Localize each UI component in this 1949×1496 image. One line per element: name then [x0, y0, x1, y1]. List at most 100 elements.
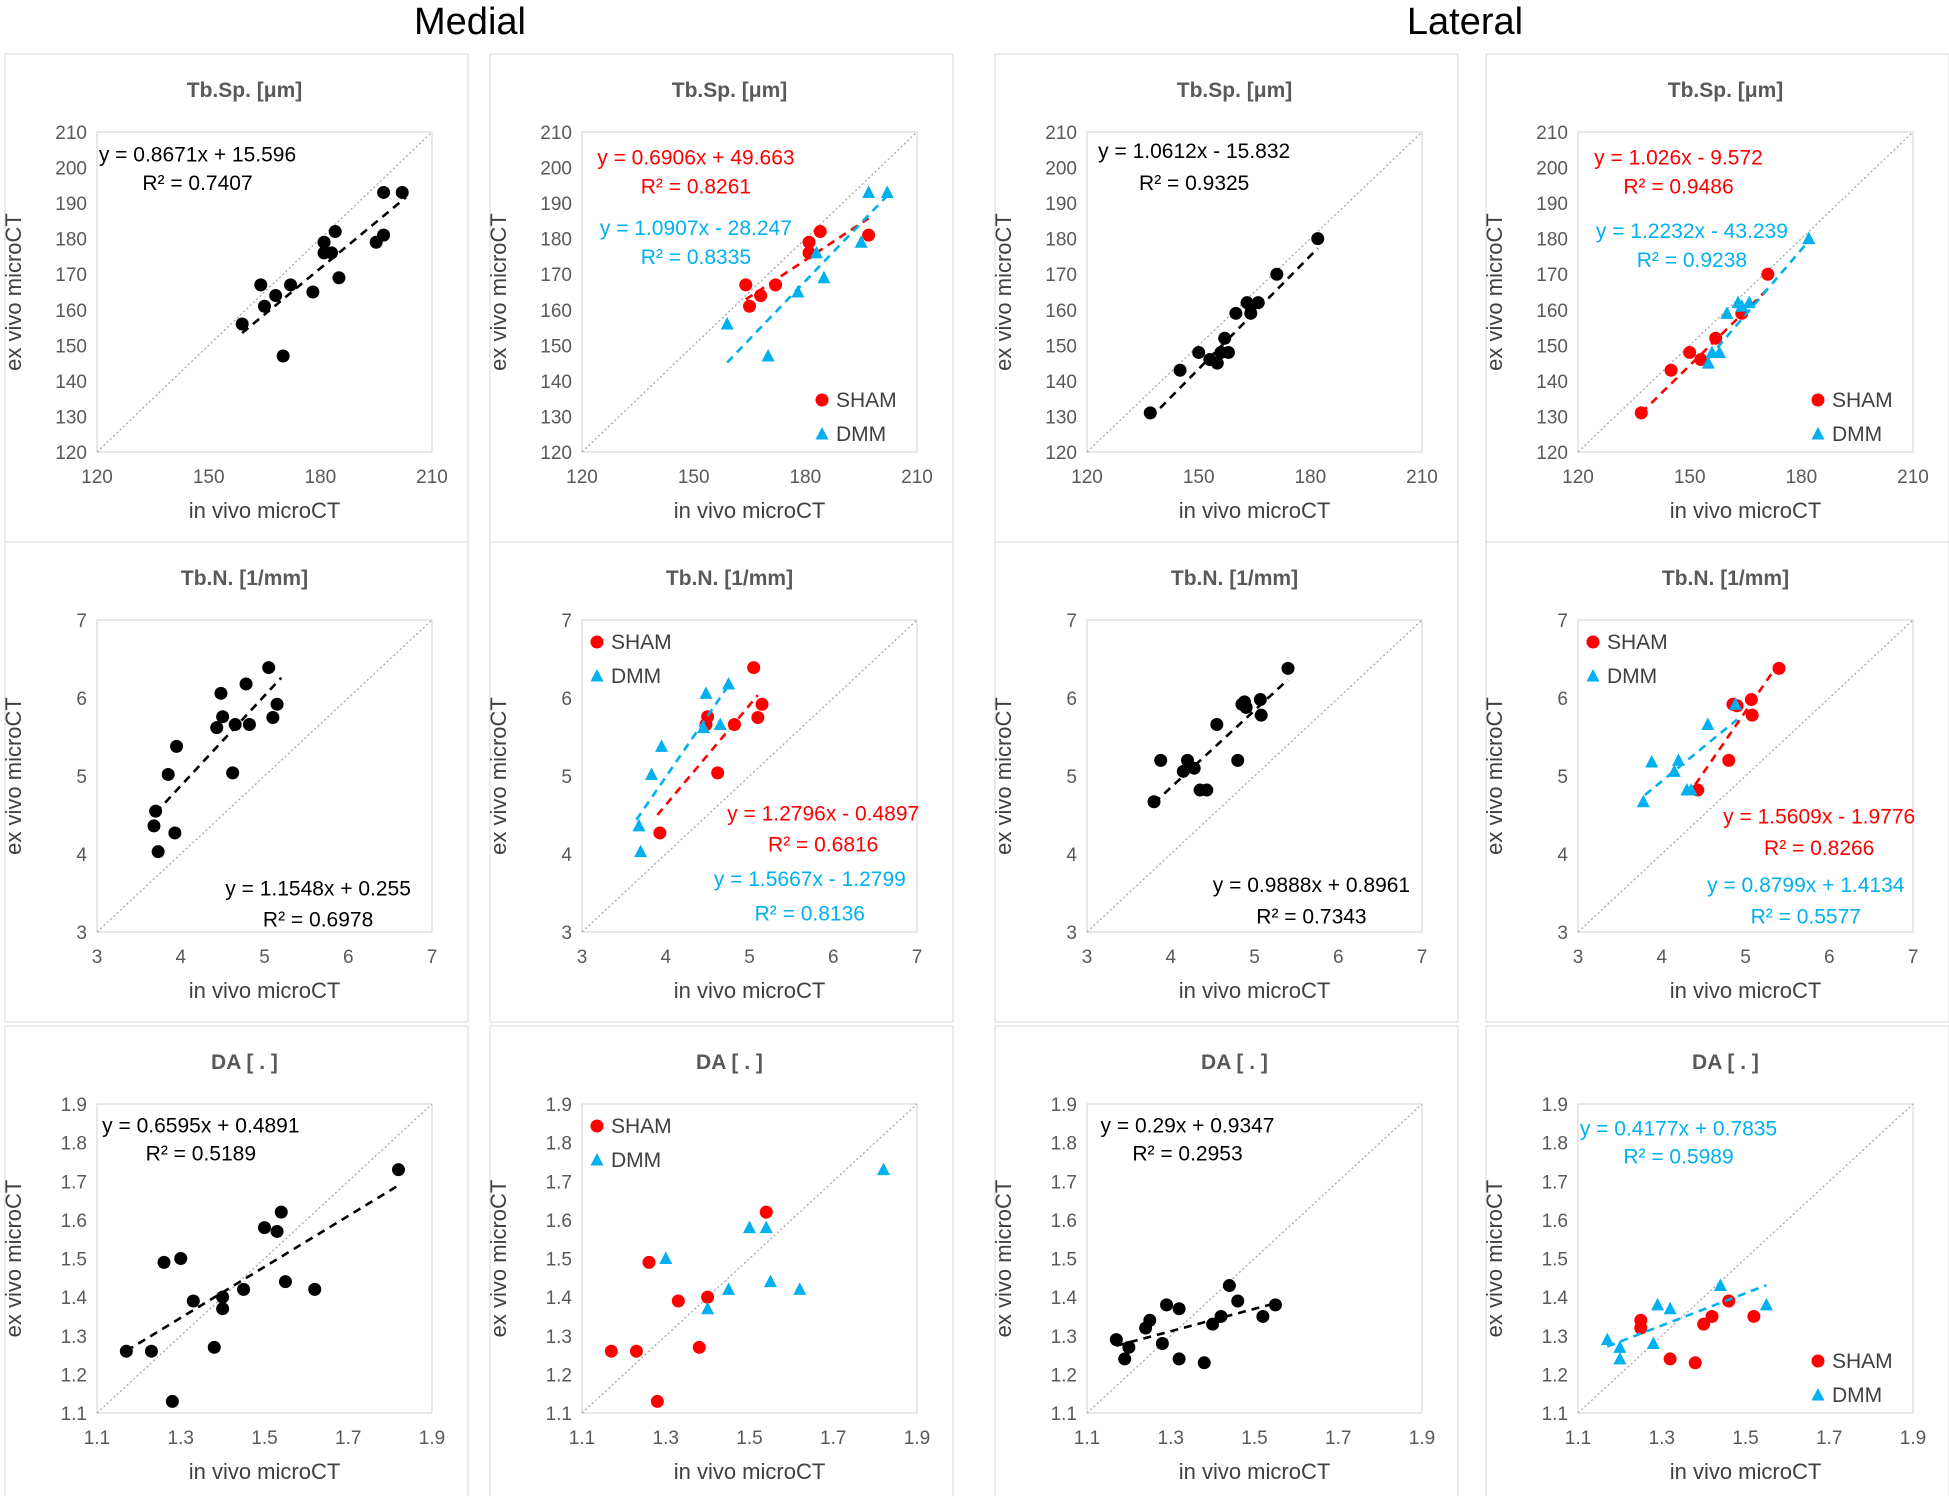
- point-all: [1244, 306, 1258, 320]
- point-all: [1214, 1309, 1228, 1323]
- point-all: [1197, 1356, 1211, 1370]
- equation-label: y = 1.026x - 9.572: [1594, 147, 1763, 170]
- x-tick-label: 1.9: [1900, 1428, 1926, 1449]
- point-all: [377, 185, 391, 199]
- point-dmm: [1712, 345, 1726, 358]
- y-tick-label: 160: [540, 301, 572, 322]
- y-tick-label: 1.3: [1542, 1327, 1568, 1348]
- point-dmm: [701, 1301, 715, 1315]
- y-tick-label: 4: [76, 845, 87, 866]
- y-tick-label: 180: [1536, 230, 1568, 251]
- point-all: [1172, 1352, 1186, 1366]
- x-axis-label: in vivo microCT: [189, 498, 341, 523]
- y-tick-label: 4: [1066, 845, 1077, 866]
- y-axis-label: ex vivo microCT: [991, 213, 1016, 371]
- point-all: [1270, 267, 1284, 281]
- y-tick-label: 200: [1536, 159, 1568, 180]
- y-tick-label: 1.6: [1542, 1211, 1568, 1232]
- x-tick-label: 180: [304, 467, 336, 488]
- y-tick-label: 1.5: [1542, 1250, 1568, 1271]
- point-all: [1210, 356, 1224, 370]
- x-tick-label: 1.1: [569, 1428, 595, 1449]
- x-tick-label: 210: [1406, 467, 1438, 488]
- y-tick-label: 1.2: [1051, 1365, 1077, 1386]
- x-tick-label: 3: [577, 947, 588, 968]
- point-all: [226, 766, 240, 780]
- identity-line: [581, 1103, 918, 1414]
- x-tick-label: 180: [1294, 467, 1326, 488]
- point-sham: [1705, 1309, 1719, 1323]
- x-tick-label: 1.7: [335, 1428, 361, 1449]
- legend-marker: [590, 1119, 604, 1133]
- y-tick-label: 1.7: [61, 1172, 87, 1193]
- point-sham: [1634, 1321, 1648, 1335]
- legend-label: DMM: [1832, 1384, 1882, 1407]
- x-tick-label: 180: [789, 467, 821, 488]
- plot-area: [581, 131, 918, 453]
- equation-label: y = 1.0612x - 15.832: [1098, 140, 1290, 163]
- identity-line: [1086, 1103, 1423, 1414]
- y-tick-label: 200: [540, 159, 572, 180]
- point-sham: [629, 1344, 643, 1358]
- legend-label: DMM: [611, 1149, 661, 1172]
- x-tick-label: 210: [1897, 467, 1929, 488]
- chart-title: Tb.Sp. [μm]: [1668, 79, 1784, 102]
- y-tick-label: 1.5: [1051, 1250, 1077, 1271]
- chart-frame: [4, 1025, 469, 1496]
- point-all: [1187, 761, 1201, 775]
- equation-label: R² = 0.9325: [1139, 172, 1249, 195]
- point-all: [1311, 232, 1325, 246]
- y-tick-label: 1.1: [1542, 1404, 1568, 1425]
- x-tick-label: 6: [1824, 947, 1835, 968]
- x-tick-label: 3: [1082, 947, 1093, 968]
- plot-area: [581, 1103, 918, 1414]
- y-tick-label: 1.4: [1542, 1288, 1569, 1309]
- y-tick-label: 7: [561, 611, 572, 632]
- y-tick-label: 1.8: [546, 1134, 572, 1155]
- trendline-dmm: [1707, 240, 1810, 360]
- y-tick-label: 4: [561, 845, 572, 866]
- point-all: [328, 225, 342, 239]
- equation-label: y = 1.2796x - 0.4897: [727, 802, 919, 825]
- point-dmm: [1720, 306, 1734, 319]
- y-tick-label: 130: [55, 407, 87, 428]
- legend-marker: [1586, 635, 1600, 649]
- identity-line: [96, 1103, 433, 1414]
- point-all: [258, 1221, 271, 1235]
- y-tick-label: 190: [1536, 194, 1568, 215]
- point-dmm: [791, 285, 805, 298]
- y-tick-label: 120: [1536, 443, 1568, 464]
- x-axis-label: in vivo microCT: [189, 978, 341, 1003]
- y-tick-label: 210: [1536, 123, 1568, 144]
- lateral-header: Lateral: [1407, 1, 1523, 43]
- point-dmm: [1667, 764, 1681, 777]
- point-dmm: [1651, 1297, 1665, 1311]
- point-all: [1229, 306, 1243, 320]
- y-tick-label: 6: [76, 689, 87, 710]
- y-axis-label: ex vivo microCT: [1, 213, 26, 371]
- identity-line: [1577, 131, 1914, 453]
- y-tick-label: 1.2: [1542, 1365, 1568, 1386]
- y-tick-label: 120: [55, 443, 87, 464]
- equation-label: R² = 0.8335: [641, 246, 751, 269]
- legend-marker: [1811, 1354, 1825, 1368]
- x-tick-label: 5: [1740, 947, 1751, 968]
- x-tick-label: 1.3: [1158, 1428, 1184, 1449]
- point-sham: [1761, 267, 1775, 281]
- y-tick-label: 150: [1536, 336, 1568, 357]
- chart-title: DA [ . ]: [1201, 1051, 1268, 1074]
- x-tick-label: 1.3: [653, 1428, 679, 1449]
- y-tick-label: 170: [55, 265, 87, 286]
- x-axis-label: in vivo microCT: [1670, 498, 1822, 523]
- identity-line: [581, 131, 918, 453]
- y-tick-label: 1.8: [61, 1134, 87, 1155]
- legend-marker: [590, 635, 604, 649]
- x-tick-label: 1.3: [1649, 1428, 1675, 1449]
- y-tick-label: 130: [1536, 407, 1568, 428]
- chart-title: DA [ . ]: [211, 1051, 278, 1074]
- point-all: [119, 1344, 133, 1358]
- point-sham: [604, 1344, 618, 1358]
- equation-label: R² = 0.9238: [1637, 249, 1747, 272]
- y-tick-label: 140: [1045, 372, 1077, 393]
- plot-area: [1086, 131, 1423, 453]
